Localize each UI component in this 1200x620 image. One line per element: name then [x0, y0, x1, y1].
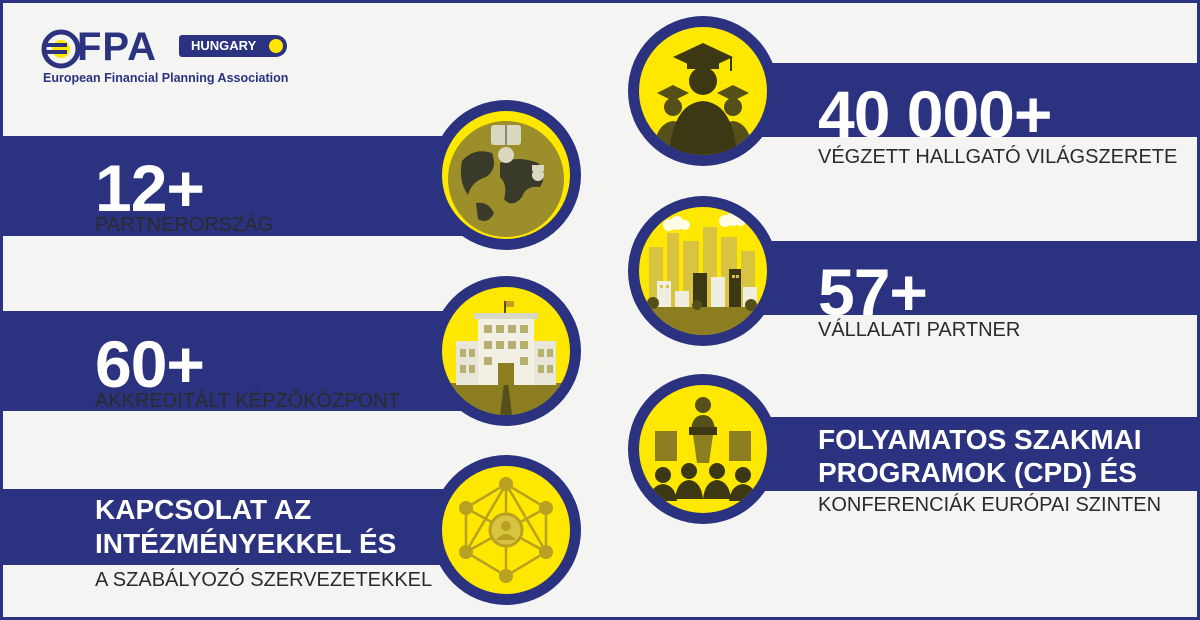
stat-number-partner-countries: 12+ [95, 151, 205, 225]
stat-label-cpd: KONFERENCIÁK EURÓPAI SZINTEN [818, 494, 1162, 516]
circle-building [431, 276, 581, 426]
stat-label-graduates: VÉGZETT HALLGATÓ VILÁGSZERETE [818, 146, 1178, 168]
efpa-logo[interactable]: FPA HUNGARY European Financial Planning … [41, 25, 301, 89]
circle-conference [628, 374, 778, 524]
heading-institutions-line2: INTÉZMÉNYEKKEL ÉS [95, 528, 397, 559]
stat-number-corporate-partners: 57+ [818, 255, 928, 329]
band-graduates [728, 63, 1197, 137]
stat-number-graduates: 40 000+ [818, 77, 1052, 151]
stat-label-corporate-partners: VÁLLALATI PARTNER [818, 319, 1021, 341]
circle-network [431, 455, 581, 605]
band-partner-countries [3, 136, 473, 236]
logo-country-tag: HUNGARY [179, 35, 287, 57]
band-cpd-programs [728, 417, 1197, 491]
circle-city [628, 196, 778, 346]
logo-wordmark: FPA [77, 25, 158, 69]
heading-institutions-line1: KAPCSOLAT AZ [95, 494, 312, 525]
stat-label-partner-countries: PARTNERORSZÁG [95, 214, 274, 236]
heading-cpd-line2: PROGRAMOK (CPD) ÉS [818, 457, 1137, 488]
stat-number-training-centers: 60+ [95, 327, 205, 401]
stat-label-training-centers: AKKREDITÁLT KÉPZŐKÖZPONT [95, 390, 400, 412]
logo-country: HUNGARY [191, 38, 257, 53]
band-training-centers [3, 311, 473, 411]
circle-globe [431, 100, 581, 250]
circle-graduates [628, 16, 778, 166]
conference-icon [649, 397, 757, 501]
graduates-icon [653, 43, 753, 155]
building-icon [442, 301, 570, 415]
globe-icon [448, 121, 564, 237]
city-icon [639, 212, 767, 335]
logo-dot-icon [269, 39, 283, 53]
band-institutions [3, 489, 473, 565]
logo-subtitle: European Financial Planning Association [43, 71, 289, 85]
euro-logo-icon [41, 29, 81, 69]
heading-cpd-line1: FOLYAMATOS SZAKMAI [818, 424, 1142, 455]
network-icon [459, 477, 553, 583]
band-corporate-partners [728, 241, 1197, 315]
stat-label-institutions: A SZABÁLYOZÓ SZERVEZETEKKEL [95, 569, 433, 591]
